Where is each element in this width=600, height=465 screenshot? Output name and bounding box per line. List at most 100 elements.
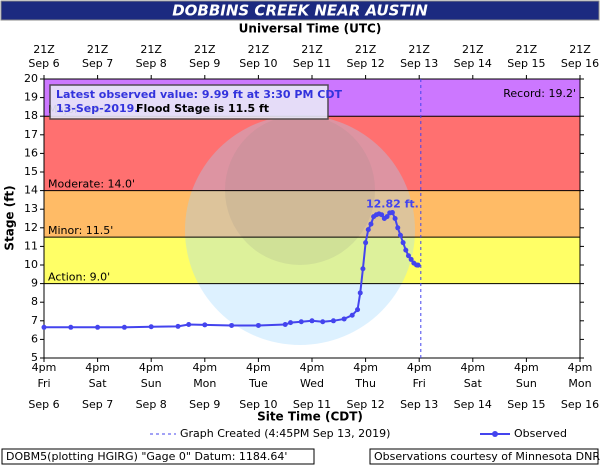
chart-title: DOBBINS CREEK NEAR AUSTIN: [172, 2, 428, 20]
data-point: [229, 322, 235, 328]
watermark: [225, 115, 375, 265]
x-tick-weekday: Wed: [300, 377, 324, 390]
data-point: [365, 227, 371, 233]
data-point: [282, 322, 288, 328]
y-axis-title: Stage (ft): [3, 185, 17, 250]
x2-tick-date: Sep 12: [346, 57, 384, 70]
data-point: [389, 210, 395, 216]
data-point: [202, 322, 208, 328]
data-point: [360, 266, 366, 272]
x2-tick-date: Sep 15: [507, 57, 545, 70]
x-tick-date: Sep 9: [189, 398, 220, 411]
data-point: [330, 318, 336, 324]
footer-box: [369, 448, 599, 465]
y-tick-label: 13: [24, 202, 38, 215]
data-point: [400, 240, 406, 246]
y-tick-label: 9: [31, 277, 38, 290]
record-label: Record: 19.2': [503, 87, 576, 100]
peak-label: 12.82 ft.: [366, 198, 419, 211]
data-point: [403, 247, 409, 253]
x-tick-time: 4pm: [85, 361, 110, 374]
x-tick-date: Sep 11: [293, 398, 331, 411]
data-point: [288, 320, 294, 326]
x-tick-time: 4pm: [192, 361, 217, 374]
x-tick-time: 4pm: [460, 361, 485, 374]
y-tick-label: 8: [31, 295, 38, 308]
x2-tick-time: 21Z: [140, 43, 162, 56]
x2-tick-date: Sep 9: [189, 57, 220, 70]
y-tick-label: 5: [31, 351, 38, 364]
x-tick-weekday: Mon: [193, 377, 216, 390]
y-tick-label: 18: [24, 109, 38, 122]
x-tick-weekday: Thu: [354, 377, 376, 390]
x-tick-time: 4pm: [568, 361, 593, 374]
y-tick-label: 17: [24, 128, 38, 141]
x2-tick-time: 21Z: [462, 43, 484, 56]
flood-label: Minor: 11.5': [48, 224, 113, 237]
data-point: [368, 221, 374, 227]
flood-band: [44, 116, 580, 191]
legend-label: Observed: [514, 427, 567, 440]
data-point: [384, 214, 390, 220]
data-point: [355, 307, 361, 313]
info-flood: Flood Stage is 11.5 ft: [136, 102, 269, 115]
y-tick-label: 14: [24, 184, 38, 197]
legend-marker: [492, 431, 498, 437]
x-tick-weekday: Tue: [248, 377, 268, 390]
x2-tick-time: 21Z: [569, 43, 591, 56]
data-point: [397, 232, 403, 238]
x-tick-date: Sep 7: [82, 398, 113, 411]
data-point: [186, 322, 192, 328]
x-tick-date: Sep 14: [454, 398, 492, 411]
data-point: [392, 216, 398, 221]
info-date: 13-Sep-2019.: [56, 102, 139, 115]
flood-band: [44, 190, 580, 238]
data-point: [95, 324, 101, 330]
x-tick-weekday: Sun: [141, 377, 162, 390]
y-tick-label: 6: [31, 332, 38, 345]
footer-box: [1, 448, 315, 465]
data-point: [341, 316, 347, 322]
data-point: [405, 253, 411, 259]
title-bar: [0, 0, 600, 21]
flood-band: [44, 237, 580, 284]
data-point: [357, 290, 363, 296]
info-line: Latest observed value: 9.99 ft at 3:30 P…: [56, 88, 342, 101]
x2-tick-time: 21Z: [248, 43, 270, 56]
data-point: [41, 324, 47, 330]
x2-tick-date: Sep 11: [293, 57, 331, 70]
data-point: [379, 212, 385, 218]
x-tick-weekday: Fri: [37, 377, 50, 390]
x-tick-date: Sep 15: [507, 398, 545, 411]
y-tick-label: 11: [24, 239, 38, 252]
x2-tick-time: 21Z: [408, 43, 430, 56]
data-point: [68, 324, 74, 330]
data-point: [255, 322, 261, 328]
x-tick-date: Sep 12: [346, 398, 384, 411]
y-tick-label: 16: [24, 146, 38, 159]
x-tick-date: Sep 13: [400, 398, 438, 411]
info-box: [49, 84, 329, 120]
x-tick-date: Sep 6: [28, 398, 59, 411]
watermark: [185, 115, 415, 345]
x2-tick-date: Sep 6: [28, 57, 59, 70]
data-point: [309, 318, 315, 324]
data-point: [408, 256, 414, 262]
data-point: [320, 319, 326, 325]
x-tick-weekday: Sat: [89, 377, 108, 390]
y-tick-label: 7: [31, 314, 38, 327]
data-point: [121, 324, 127, 330]
x-tick-time: 4pm: [246, 361, 271, 374]
y-tick-label: 15: [24, 165, 38, 178]
x-tick-weekday: Sat: [464, 377, 483, 390]
x-tick-weekday: Mon: [568, 377, 591, 390]
x2-tick-date: Sep 8: [136, 57, 167, 70]
x-tick-date: Sep 16: [561, 398, 599, 411]
y-tick-label: 10: [24, 258, 38, 271]
plot-frame: [43, 78, 581, 359]
x-tick-time: 4pm: [353, 361, 378, 374]
x2-tick-date: Sep 13: [400, 57, 438, 70]
y-tick-label: 19: [24, 91, 38, 104]
x-axis-title: Site Time (CDT): [257, 410, 363, 424]
